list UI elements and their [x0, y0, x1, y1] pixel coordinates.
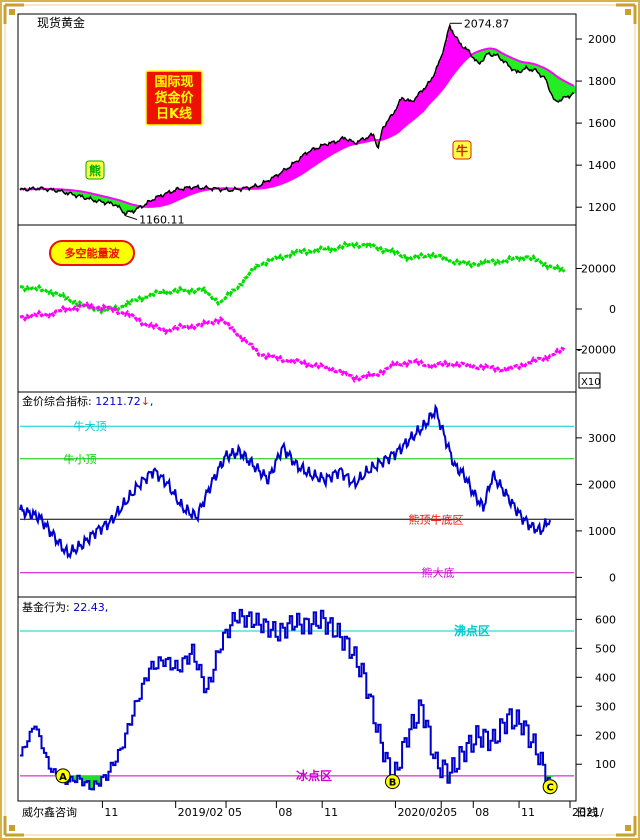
price-annotation: 2074.87	[464, 17, 510, 30]
reference-label: 牛大顶	[74, 419, 107, 433]
price-axis-tick-label: 1400	[588, 159, 616, 172]
marker-label: B	[389, 778, 397, 789]
fund-value: 22.43	[73, 601, 105, 614]
reference-label: 牛小顶	[64, 452, 97, 466]
chart-title-line-1: 国际现	[154, 75, 193, 90]
x-tick-label: 05	[443, 806, 457, 819]
composite-axis-tick-label: 2000	[588, 478, 616, 491]
x-axis: 11 2019/02 05 08 11 2020/02 05 08 11 2021/日线	[101, 801, 604, 819]
price-axis-tick-label: 1200	[588, 201, 616, 214]
window-title: 现货黄金	[37, 15, 85, 30]
composite-axis-tick-label: 0	[609, 571, 616, 584]
marker-C	[542, 779, 558, 795]
price-below-ma-fill	[23, 48, 576, 215]
x-tick-label: 05	[228, 806, 242, 819]
reference-label: 熊顶牛底区	[409, 512, 464, 526]
energy-badge-label: 多空能量波	[65, 246, 121, 260]
x-tick-label: 11	[324, 806, 338, 819]
x-tick-label: 2020/02	[397, 806, 443, 819]
energy-axis-tick-label: 20000	[581, 263, 616, 276]
marker-label: C	[546, 783, 553, 794]
fund-title: 基金行为:	[22, 600, 73, 614]
energy-axis-tick-label: 0	[609, 303, 616, 316]
unit-box	[578, 372, 601, 389]
fund-axis-tick-label: 200	[595, 729, 616, 742]
marker-label: A	[59, 772, 67, 783]
plot-border	[17, 13, 577, 802]
fund-axis-tick-label: 600	[595, 613, 616, 626]
price-annotation: 1160.11	[139, 214, 185, 227]
x-tick-label: 11	[104, 806, 118, 819]
fund-series-line	[20, 608, 552, 791]
x-tick-label: 08	[475, 806, 489, 819]
price-axis-tick-label: 1800	[588, 75, 616, 88]
reference-label: 熊大底	[422, 566, 455, 580]
fund-axis-tick-label: 100	[595, 758, 616, 771]
corner-ornament-br	[616, 816, 637, 837]
corner-ornament-tr	[616, 3, 637, 24]
chart-title-line-3: 日K线	[156, 106, 192, 122]
x-tick-label: 08	[278, 806, 292, 819]
reference-label: 沸点区	[454, 623, 490, 638]
chart-title-line-2: 货金价	[154, 90, 194, 106]
bear-badge: 熊	[85, 160, 105, 180]
down-arrow-icon: ↓	[141, 395, 150, 408]
bull-badge: 牛	[452, 140, 472, 160]
energy-badge	[49, 240, 135, 266]
price-moving-average	[19, 47, 575, 208]
energy-axis-tick-label: -20000	[577, 344, 616, 357]
fund-axis-tick-label: 400	[595, 671, 616, 684]
corner-ornament-tl	[3, 3, 24, 24]
unit-label: X10	[581, 377, 601, 388]
price-axis-tick-label: 1600	[588, 117, 616, 130]
chart-title-badge: 国际现 货金价 日K线	[145, 70, 203, 126]
fund-axis-tick-label: 300	[595, 700, 616, 713]
composite-axis-tick-label: 3000	[588, 432, 616, 445]
reference-label: 冰点区	[296, 768, 332, 783]
annotation-leader	[124, 215, 138, 221]
composite-title: 金价综合指标:	[22, 394, 95, 408]
x-tick-label: 2021/	[572, 806, 604, 819]
svg-text:金价综合指标: 1211.72↓,: 金价综合指标: 1211.72↓,	[22, 394, 153, 408]
svg-text:基金行为: 22.43,: 基金行为: 22.43,	[22, 600, 108, 614]
price-series-line	[19, 22, 575, 217]
x-tick-label: 11	[521, 806, 535, 819]
marker-B	[385, 774, 401, 790]
marker-A	[55, 768, 71, 784]
energy-series-green	[19, 239, 566, 315]
x-tick-label: 2019/02	[178, 806, 224, 819]
bull-label: 牛	[456, 143, 468, 158]
composite-axis-tick-label: 1000	[588, 525, 616, 538]
energy-series-magenta	[19, 301, 566, 384]
corner-ornament-bl	[3, 816, 24, 837]
bear-label: 熊	[89, 163, 101, 178]
x-axis-suffix: 日线	[576, 805, 598, 819]
energy-panel: -20000 0 20000 多空能量波 X10	[19, 239, 616, 389]
composite-value: 1211.72	[95, 395, 141, 408]
footer-source: 威尔鑫咨询	[22, 805, 77, 819]
price-panel: 1200 1400 1600 1800 2000 2074.87 1160.11	[19, 17, 616, 227]
composite-series-line	[19, 403, 552, 560]
price-axis-tick-label: 2000	[588, 33, 616, 46]
fund-axis-tick-label: 500	[595, 642, 616, 655]
